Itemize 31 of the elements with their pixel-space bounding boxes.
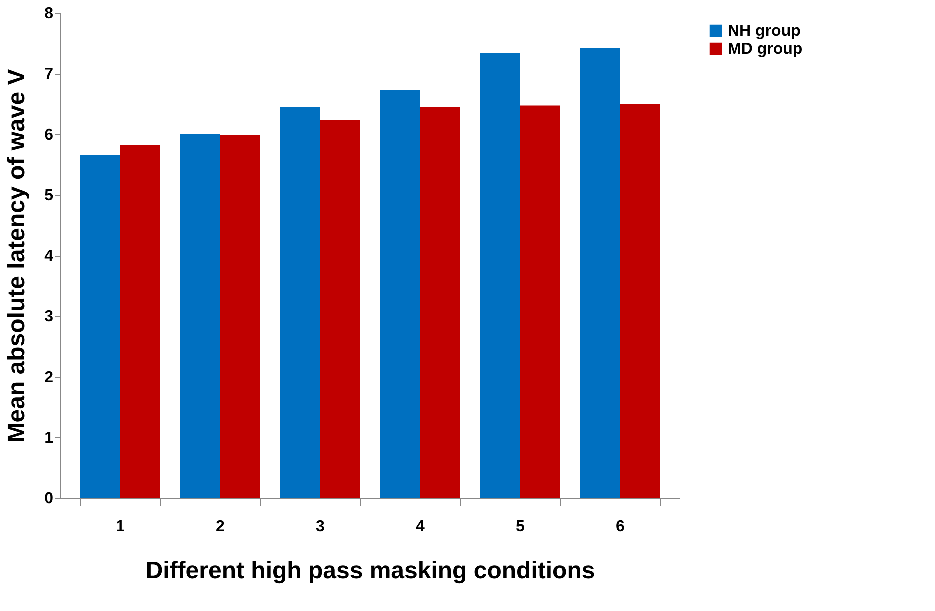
y-tick-label: 6 [44,126,54,144]
y-tick-label: 7 [44,66,54,84]
bar [520,106,560,498]
bar [620,104,660,498]
y-tick-label: 5 [44,187,54,204]
bar [280,106,320,498]
bar [420,106,460,498]
bar [480,53,520,498]
legend-label: MD group [728,41,803,58]
x-tick-label: 6 [616,518,626,536]
bar [380,90,420,498]
bar [80,155,120,498]
y-tick-label: 2 [44,369,54,386]
x-tick-label: 1 [116,518,126,536]
bar [220,135,260,498]
bar [120,145,160,498]
y-tick-label: 0 [44,490,54,508]
bar [320,120,360,498]
x-axis-title: Different high pass masking conditions [146,558,596,584]
x-tick-label: 4 [416,518,426,536]
y-tick-label: 8 [44,6,54,22]
legend-label: NH group [728,23,802,40]
bar [580,48,620,498]
x-tick-label: 3 [316,518,326,536]
y-tick-label: 1 [44,430,54,447]
bar [180,134,220,498]
y-axis-title: Mean absolute latency of wave V [4,69,31,443]
x-tick-label: 2 [216,518,226,536]
y-tick-label: 3 [44,308,54,326]
x-tick-label: 5 [516,518,526,536]
y-tick-label: 4 [44,248,54,265]
